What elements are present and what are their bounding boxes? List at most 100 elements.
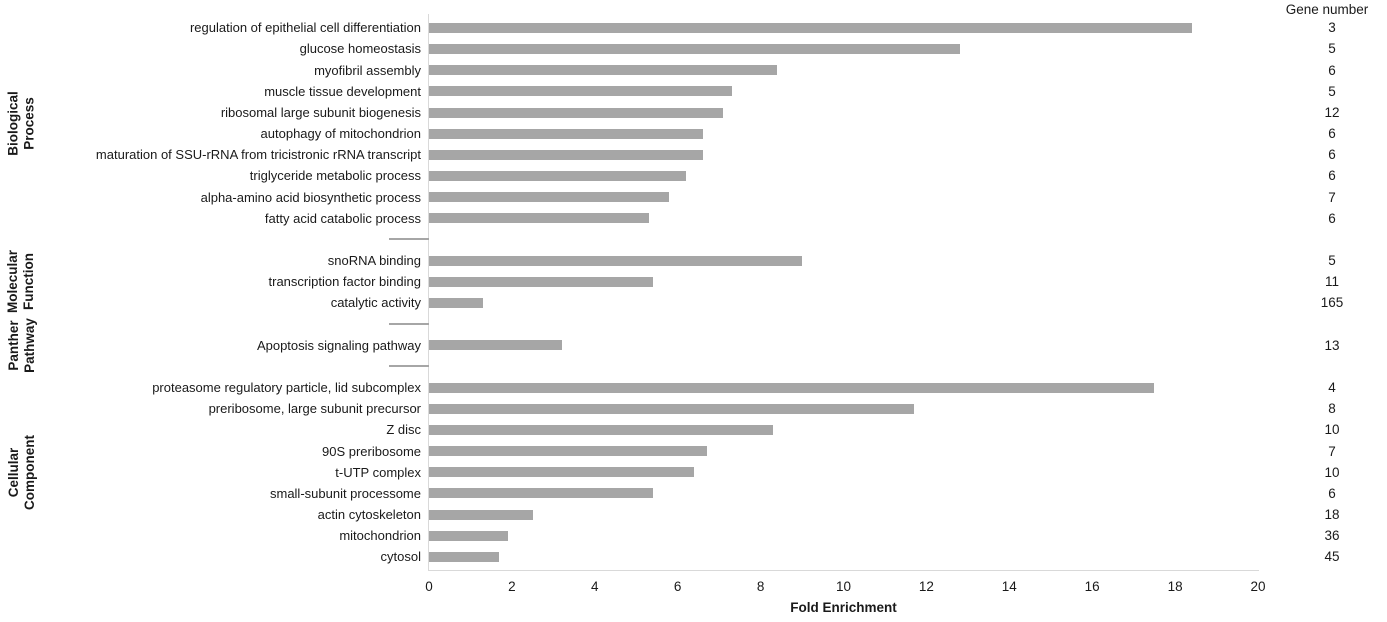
chart-row-myofibril-assembly: myofibril assembly 6 <box>45 60 1387 81</box>
fold-enrichment-bar <box>429 467 695 478</box>
category-group-separator <box>389 323 429 326</box>
x-tick-label: 16 <box>1084 579 1100 594</box>
x-tick-label: 4 <box>591 579 599 594</box>
x-tick-label: 6 <box>673 579 682 594</box>
group-label-text: Molecular Function <box>5 250 36 314</box>
gene-count: 7 <box>1328 189 1336 205</box>
fold-enrichment-bar <box>429 403 914 414</box>
chart-row-preribosome-large-subunit-precursor: preribosome, large subunit precursor 8 <box>45 398 1387 419</box>
chart-row-maturation-of-ssu-rrna-from-tricistronic-rrna-transcript: maturation of SSU-rRNA from tricistronic… <box>45 144 1387 165</box>
chart-row-90s-preribosome: 90S preribosome 7 <box>45 441 1387 462</box>
fold-enrichment-bar <box>429 297 483 308</box>
x-tick-label: 0 <box>425 579 433 594</box>
group-label-panther-pathway: Panther Pathway <box>0 318 42 373</box>
chart-row-alpha-amino-acid-biosynthetic-process: alpha-amino acid biosynthetic process 7 <box>45 187 1387 208</box>
category-label: cytosol <box>380 549 421 565</box>
category-label: proteasome regulatory particle, lid subc… <box>152 380 421 396</box>
fold-enrichment-bar <box>429 44 960 55</box>
category-label: actin cytoskeleton <box>317 506 421 522</box>
group-label-text: Panther Pathway <box>5 317 36 373</box>
gene-count: 10 <box>1324 464 1340 480</box>
category-label: fatty acid catabolic process <box>264 210 421 226</box>
gene-count: 6 <box>1328 126 1336 142</box>
category-label: regulation of epithelial cell differenti… <box>189 20 421 36</box>
category-group-separator <box>389 365 429 368</box>
gene-count: 4 <box>1328 380 1336 396</box>
fold-enrichment-bar <box>429 149 703 160</box>
chart-row-proteasome-regulatory-particle-lid-subcomplex: proteasome regulatory particle, lid subc… <box>45 377 1387 398</box>
fold-enrichment-bar <box>429 276 653 287</box>
chart-row-actin-cytoskeleton: actin cytoskeleton 18 <box>45 504 1387 525</box>
fold-enrichment-bar <box>429 86 732 97</box>
category-label: t-UTP complex <box>335 464 421 480</box>
x-tick-label: 8 <box>756 579 765 594</box>
fold-enrichment-bar <box>429 509 533 520</box>
category-label: Apoptosis signaling pathway <box>256 337 421 353</box>
category-label: snoRNA binding <box>327 253 421 269</box>
fold-enrichment-bar <box>429 192 670 203</box>
chart-row-z-disc: Z disc 10 <box>45 419 1387 440</box>
chart-row-cytosol: cytosol 45 <box>45 546 1387 567</box>
group-label-cellular-component: Cellular Component <box>0 377 42 567</box>
chart-row-glucose-homeostasis: glucose homeostasis 5 <box>45 38 1387 59</box>
gene-count: 5 <box>1328 41 1336 57</box>
group-label-text: Biological Process <box>5 90 37 156</box>
gene-count: 6 <box>1328 168 1336 184</box>
category-label: preribosome, large subunit precursor <box>208 401 421 417</box>
fold-enrichment-bar <box>429 424 774 435</box>
gene-count: 13 <box>1324 337 1340 353</box>
fold-enrichment-bar <box>429 446 707 457</box>
category-label: triglyceride metabolic process <box>249 168 421 184</box>
category-label: small-subunit processome <box>269 485 421 501</box>
gene-count: 36 <box>1324 528 1340 544</box>
gene-count: 5 <box>1328 253 1336 269</box>
chart-row-autophagy-of-mitochondrion: autophagy of mitochondrion 6 <box>45 123 1387 144</box>
category-label: autophagy of mitochondrion <box>260 126 421 142</box>
y-axis-line <box>428 14 429 570</box>
category-label: glucose homeostasis <box>299 41 421 57</box>
x-axis-line <box>428 570 1259 571</box>
gene-count: 8 <box>1328 401 1336 417</box>
category-label: transcription factor binding <box>268 274 421 290</box>
gene-count: 45 <box>1324 549 1340 565</box>
fold-enrichment-bar <box>429 340 562 351</box>
gene-count: 165 <box>1320 295 1344 311</box>
fold-enrichment-bar <box>429 530 508 541</box>
x-tick-label: 10 <box>835 579 852 594</box>
chart-row-mitochondrion: mitochondrion 36 <box>45 525 1387 546</box>
category-label: myofibril assembly <box>314 62 421 78</box>
category-label: mitochondrion <box>339 528 421 544</box>
x-axis-title: Fold Enrichment <box>790 600 897 615</box>
group-label-molecular-function: Molecular Function <box>0 250 42 313</box>
gene-count: 6 <box>1328 485 1336 501</box>
gene-count: 6 <box>1328 210 1336 226</box>
fold-enrichment-bar <box>429 65 778 76</box>
fold-enrichment-bar <box>429 22 1192 33</box>
fold-enrichment-bar <box>429 170 686 181</box>
gene-count: 7 <box>1328 443 1336 459</box>
group-label-text: Cellular Component <box>5 434 36 510</box>
category-label: alpha-amino acid biosynthetic process <box>200 189 421 205</box>
chart-row-regulation-of-epithelial-cell-differentiation: regulation of epithelial cell differenti… <box>45 17 1387 38</box>
category-label: ribosomal large subunit biogenesis <box>220 104 421 120</box>
gene-count: 3 <box>1328 20 1336 36</box>
gene-count: 6 <box>1328 147 1336 163</box>
category-group-separator <box>389 238 429 241</box>
gene-count: 6 <box>1328 62 1336 78</box>
fold-enrichment-bar <box>429 128 703 139</box>
category-label: 90S preribosome <box>322 443 421 459</box>
chart-row-catalytic-activity: catalytic activity 165 <box>45 292 1387 313</box>
fold-enrichment-bar <box>429 551 500 562</box>
chart-row-snorna-binding: snoRNA binding 5 <box>45 250 1387 271</box>
fold-enrichment-bar <box>429 255 803 266</box>
gene-count: 11 <box>1324 274 1339 290</box>
gene-count: 10 <box>1324 422 1340 438</box>
fold-enrichment-bar <box>429 213 649 224</box>
x-tick-label: 2 <box>508 579 516 594</box>
category-label: maturation of SSU-rRNA from tricistronic… <box>95 147 421 163</box>
gene-number-column-header: Gene number <box>1285 2 1369 17</box>
chart-row-triglyceride-metabolic-process: triglyceride metabolic process 6 <box>45 165 1387 186</box>
category-label: Z disc <box>386 422 421 438</box>
gene-count: 18 <box>1324 506 1340 522</box>
